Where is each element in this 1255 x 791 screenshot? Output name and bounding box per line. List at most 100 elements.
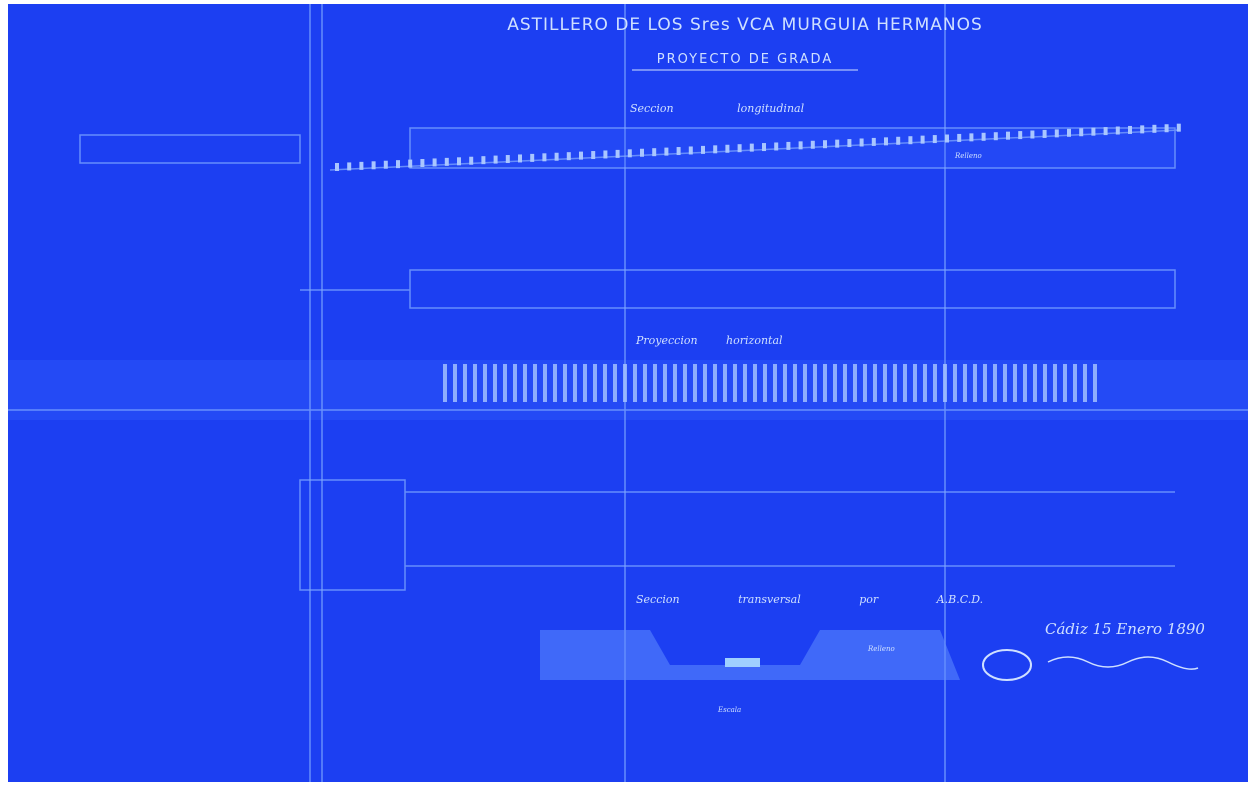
rib bbox=[920, 135, 925, 144]
rib bbox=[383, 160, 388, 169]
rib bbox=[579, 151, 583, 160]
section-label: Proyeccion horizontal bbox=[635, 334, 783, 347]
rib bbox=[347, 162, 352, 171]
rib bbox=[643, 364, 647, 402]
rib bbox=[469, 156, 474, 165]
rib bbox=[676, 147, 681, 156]
rib bbox=[1030, 130, 1035, 139]
rib bbox=[1115, 126, 1120, 135]
rib bbox=[1067, 128, 1071, 137]
rib bbox=[453, 364, 457, 402]
rib bbox=[963, 364, 967, 402]
rib bbox=[603, 150, 608, 159]
rib bbox=[713, 364, 717, 402]
rib bbox=[615, 149, 620, 158]
rib bbox=[943, 364, 947, 402]
rib bbox=[1013, 364, 1017, 402]
rib bbox=[481, 156, 486, 165]
rib bbox=[1164, 124, 1169, 133]
rib bbox=[847, 139, 852, 148]
rib bbox=[1018, 131, 1023, 140]
rib bbox=[853, 364, 857, 402]
rib bbox=[553, 364, 557, 402]
scale: Escala bbox=[717, 706, 741, 714]
rib bbox=[737, 144, 742, 153]
rib bbox=[786, 141, 791, 150]
rib bbox=[908, 136, 913, 145]
rib bbox=[493, 155, 498, 164]
rib bbox=[593, 364, 597, 402]
section-label: Seccion longitudinal bbox=[630, 102, 805, 115]
rib bbox=[783, 364, 787, 402]
rib bbox=[810, 140, 815, 149]
rib bbox=[432, 158, 437, 167]
section-label: Seccion transversal por A.B.C.D. bbox=[636, 593, 983, 606]
rib bbox=[591, 151, 596, 160]
rib bbox=[408, 159, 413, 168]
rib bbox=[803, 364, 807, 402]
rib bbox=[973, 364, 977, 402]
rib bbox=[863, 364, 867, 402]
rib bbox=[513, 364, 517, 402]
rib bbox=[1083, 364, 1087, 402]
rib bbox=[833, 364, 837, 402]
rib bbox=[505, 155, 510, 164]
rib bbox=[1073, 364, 1077, 402]
rib bbox=[566, 152, 571, 161]
rib bbox=[813, 364, 817, 402]
rib bbox=[713, 145, 718, 154]
rib bbox=[749, 143, 754, 152]
rib bbox=[533, 364, 537, 402]
rib bbox=[969, 133, 974, 142]
rib bbox=[673, 364, 677, 402]
rib bbox=[743, 364, 747, 402]
rib bbox=[1043, 364, 1047, 402]
rib bbox=[1176, 123, 1181, 132]
rib bbox=[573, 364, 577, 402]
rib bbox=[1006, 131, 1010, 140]
rib bbox=[859, 138, 864, 147]
note: Relleno bbox=[867, 645, 895, 653]
rib bbox=[753, 364, 757, 402]
rib bbox=[933, 364, 937, 402]
stamp bbox=[982, 649, 1032, 681]
rib bbox=[640, 148, 644, 157]
rib bbox=[953, 364, 957, 402]
rib bbox=[693, 364, 697, 402]
rib bbox=[1042, 129, 1047, 138]
rib bbox=[653, 364, 657, 402]
rib bbox=[473, 364, 477, 402]
rib bbox=[543, 364, 547, 402]
rib bbox=[623, 364, 627, 402]
rib bbox=[913, 364, 917, 402]
title: ASTILLERO DE LOS Sres VCA MURGUIA HERMAN… bbox=[507, 15, 983, 35]
rib bbox=[701, 145, 705, 154]
rib bbox=[763, 364, 767, 402]
rib bbox=[396, 160, 400, 169]
rib bbox=[335, 163, 339, 171]
rib bbox=[823, 140, 827, 149]
rib bbox=[1103, 127, 1108, 136]
rib bbox=[664, 147, 669, 156]
rib bbox=[871, 137, 876, 146]
rib bbox=[733, 364, 737, 402]
rib bbox=[463, 364, 467, 402]
rib bbox=[518, 154, 522, 163]
ribs bbox=[335, 123, 1181, 402]
rib bbox=[583, 364, 587, 402]
rib bbox=[923, 364, 927, 402]
rib bbox=[823, 364, 827, 402]
rib bbox=[703, 364, 707, 402]
note: Relleno bbox=[954, 152, 982, 160]
date: Cádiz 15 Enero 1890 bbox=[1045, 620, 1205, 638]
rib bbox=[873, 364, 877, 402]
rib bbox=[1063, 364, 1067, 402]
rib bbox=[773, 364, 777, 402]
rib bbox=[903, 364, 907, 402]
rib bbox=[1079, 128, 1084, 137]
rib bbox=[843, 364, 847, 402]
rib bbox=[723, 364, 727, 402]
rib bbox=[957, 133, 962, 142]
rib bbox=[1091, 127, 1096, 136]
rib bbox=[798, 141, 803, 150]
